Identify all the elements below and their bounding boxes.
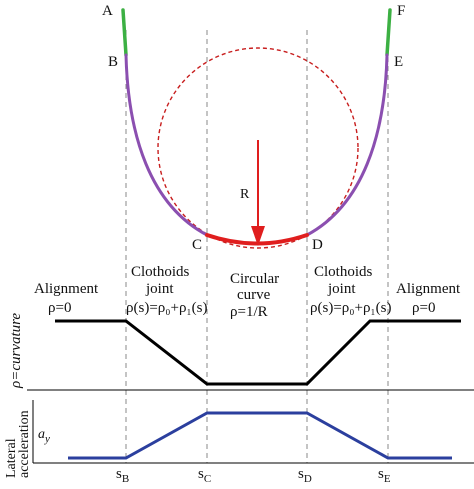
right-clothoid-title-2: joint [327,281,356,297]
s-tick-d: sD [298,466,312,485]
circular-arc [205,233,309,246]
accel-symbol: ay [38,427,50,445]
s-tick-e: sE [378,466,391,485]
straight-segment-right [385,8,392,57]
curvature-axis-label: ρ=curvature [8,313,24,389]
point-label-a: A [102,3,113,19]
osculating-circle [157,47,359,249]
left-alignment-formula: ρ=0 [48,300,71,316]
point-label-f: F [397,3,405,19]
right-clothoid-formula: ρ(s)=ρ₀+ρ₁(s) [310,300,392,316]
road-alignment [121,8,392,246]
s-tick-b: sB [116,466,129,485]
left-clothoid-formula: ρ(s)=ρ₀+ρ₁(s) [126,300,208,316]
clothoid-segment-right [305,53,389,237]
point-label-c: C [192,237,202,253]
radius-arrow [251,140,265,246]
right-alignment-formula: ρ=0 [412,300,435,316]
point-label-d: D [312,237,323,253]
clothoid-segment-left [124,53,209,237]
left-clothoid-title-1: Clothoids [131,264,190,280]
curvature-profile-line [55,319,461,386]
accel-profile-line [68,411,452,460]
radius-label: R [240,187,250,202]
point-label-e: E [394,54,403,70]
s-tick-c: sC [198,466,211,485]
left-alignment-title: Alignment [34,281,99,297]
circular-title-2: curve [237,287,271,303]
right-clothoid-title-1: Clothoids [314,264,373,280]
left-clothoid-title-2: joint [145,281,174,297]
right-alignment-title: Alignment [396,281,461,297]
straight-segment-left [121,8,128,57]
point-label-b: B [108,54,118,70]
accel-axis-label-1: Lateral [4,438,19,478]
circular-title-1: Circular [230,271,279,287]
circular-formula: ρ=1/R [230,304,268,320]
guide-lines [125,30,389,463]
accel-axis-label-2: acceleration [17,410,32,478]
